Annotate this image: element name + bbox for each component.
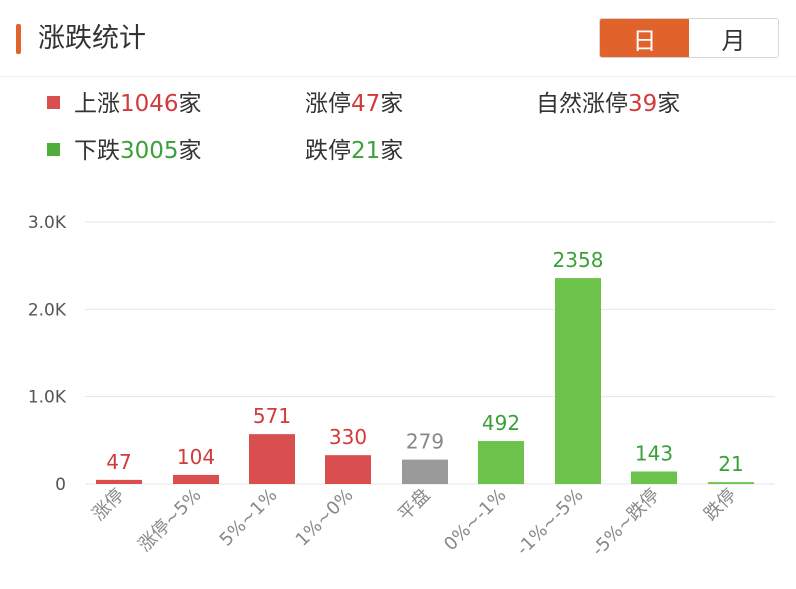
legend-limit-up-suffix: 家 [380, 91, 404, 117]
x-tick-label: 涨停 [88, 485, 128, 525]
legend-limit-up-label: 涨停 [305, 91, 351, 117]
legend-up-suffix: 家 [178, 91, 202, 117]
bar [96, 479, 142, 484]
legend-limit-down-count: 21 [351, 138, 381, 164]
legend-down-label: 下跌 [74, 138, 120, 164]
bar [249, 434, 295, 484]
x-tick-label: -1%~-5% [512, 485, 587, 560]
legend-natural-limit-up-suffix: 家 [657, 91, 681, 117]
bar [402, 459, 448, 484]
data-label: 279 [406, 430, 444, 454]
month-toggle-button[interactable]: 月 [689, 19, 778, 57]
page-title: 涨跌统计 [38, 23, 146, 54]
legend-limit-down: 跌停21家 [305, 136, 403, 166]
x-tick-label: 0%~-1% [440, 485, 511, 556]
bar [631, 471, 677, 484]
x-tick-label: 跌停 [700, 485, 740, 525]
legend-up-swatch [47, 96, 60, 109]
data-label: 2358 [553, 248, 604, 272]
legend-down-count: 3005 [120, 138, 179, 164]
y-tick-label: 3.0K [28, 213, 67, 233]
y-tick-label: 1.0K [28, 388, 67, 408]
day-toggle-button[interactable]: 日 [600, 19, 689, 57]
header-divider [0, 76, 796, 77]
legend-up: 上涨1046家 [47, 89, 202, 119]
x-tick-label: 涨停~5% [134, 485, 205, 556]
legend-up-label: 上涨 [74, 91, 120, 117]
legend-limit-down-suffix: 家 [380, 138, 404, 164]
legend-down: 下跌3005家 [47, 136, 202, 166]
bar [555, 278, 601, 484]
bar [173, 474, 219, 484]
x-tick-label: 平盘 [394, 485, 434, 525]
header: 涨跌统计 日 月 [0, 0, 796, 80]
legend-natural-limit-up: 自然涨停39家 [536, 89, 680, 119]
x-tick-label: 1%~0% [292, 485, 358, 551]
legend-limit-down-label: 跌停 [305, 138, 351, 164]
bar [325, 455, 371, 484]
legend-down-swatch [47, 143, 60, 156]
legend-up-count: 1046 [120, 91, 179, 117]
data-label: 571 [253, 404, 291, 428]
legend-limit-up: 涨停47家 [305, 89, 403, 119]
title-accent-bar [16, 24, 21, 54]
x-tick-label: -5%~跌停 [588, 485, 664, 561]
legend-limit-up-count: 47 [351, 91, 381, 117]
legend-natural-limit-up-count: 39 [628, 91, 658, 117]
legend-down-suffix: 家 [178, 138, 202, 164]
data-label: 330 [329, 425, 367, 449]
data-label: 21 [718, 452, 743, 476]
bar [478, 441, 524, 484]
data-label: 492 [482, 411, 520, 435]
y-tick-label: 2.0K [28, 300, 67, 320]
bar [708, 482, 754, 484]
data-label: 143 [635, 442, 673, 466]
x-tick-label: 5%~1% [216, 485, 282, 551]
y-tick-label: 0 [55, 475, 66, 495]
data-label: 47 [106, 450, 131, 474]
legend-natural-limit-up-label: 自然涨停 [536, 91, 628, 117]
period-toggle: 日 月 [599, 18, 779, 58]
data-label: 104 [177, 445, 215, 469]
